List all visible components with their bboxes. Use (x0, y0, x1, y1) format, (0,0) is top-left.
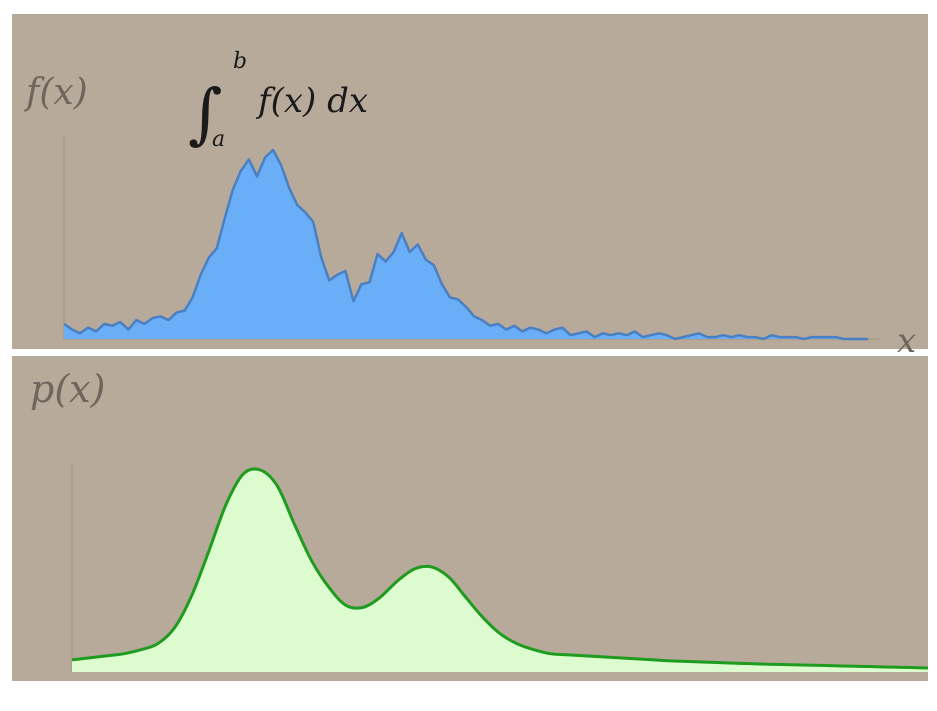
integrand: f(x) dx (255, 81, 368, 121)
top-y-axis-label: f(x) (23, 72, 88, 113)
integral-sign: ∫ (188, 75, 222, 152)
integral-annotation: ∫ b a f(x) dx (188, 49, 368, 152)
top-chart-background (12, 14, 928, 349)
top-x-axis-label: x (897, 321, 916, 361)
top-series-area (64, 150, 868, 339)
bottom-y-axis-label: p(x) (30, 367, 105, 411)
integral-lower-limit: a (212, 127, 225, 152)
bottom-series-area (72, 468, 928, 672)
top-series-line (63, 148, 868, 341)
bottom-series-line (71, 467, 929, 670)
bottom-chart: p(x) (12, 356, 929, 681)
integral-upper-limit: b (233, 49, 247, 74)
top-chart: f(x) x ∫ b a f(x) dx (12, 14, 928, 361)
